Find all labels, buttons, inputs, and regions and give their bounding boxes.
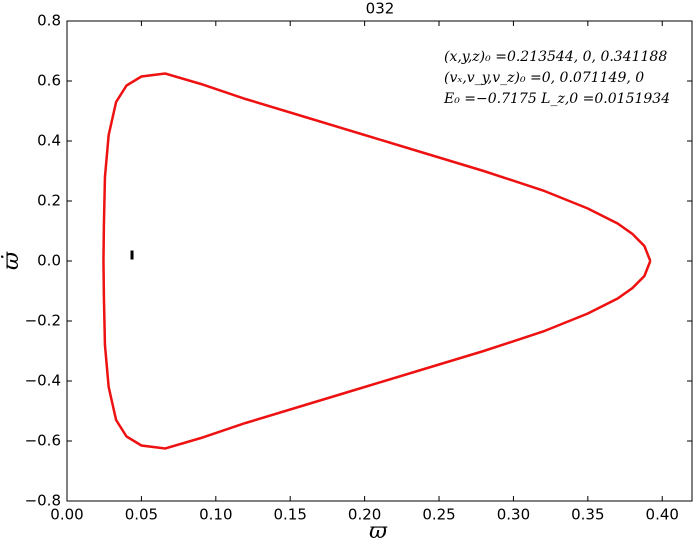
y-tick-label: 0.2 <box>37 192 61 210</box>
x-tick-label: 0.35 <box>571 506 604 524</box>
x-tick-label: 0.20 <box>348 506 381 524</box>
y-tick-label: 0.4 <box>37 132 61 150</box>
y-tick-label: −0.4 <box>25 372 61 390</box>
x-tick-label: 0.25 <box>422 506 455 524</box>
annotation: (x,y,z)₀ =0.213544, 0, 0.341188 <box>444 49 667 65</box>
y-tick-label: 0.8 <box>37 12 61 30</box>
x-axis-label: ϖ <box>369 519 388 539</box>
plot-frame <box>66 20 693 502</box>
x-tick-label: 0.30 <box>497 506 530 524</box>
chart-title: 032 <box>366 0 395 18</box>
x-tick-label: 0.00 <box>50 506 83 524</box>
y-tick-label: −0.2 <box>25 312 61 330</box>
x-tick-label: 0.40 <box>646 506 679 524</box>
x-tick-label: 0.05 <box>125 506 158 524</box>
x-tick-label: 0.10 <box>199 506 232 524</box>
y-tick-label: 0.6 <box>37 72 61 90</box>
x-tick-label: 0.15 <box>274 506 307 524</box>
y-tick-label: −0.8 <box>25 492 61 510</box>
y-axis-label: ϖ̇ <box>0 251 24 270</box>
y-tick-label: −0.6 <box>25 432 61 450</box>
annotation: E₀ =−0.7175 L_z,0 =0.0151934 <box>443 91 670 107</box>
annotation: (vₓ,v_y,v_z)₀ =0, 0.071149, 0 <box>444 70 644 86</box>
y-tick-label: 0.0 <box>37 252 61 270</box>
curve <box>102 72 652 450</box>
